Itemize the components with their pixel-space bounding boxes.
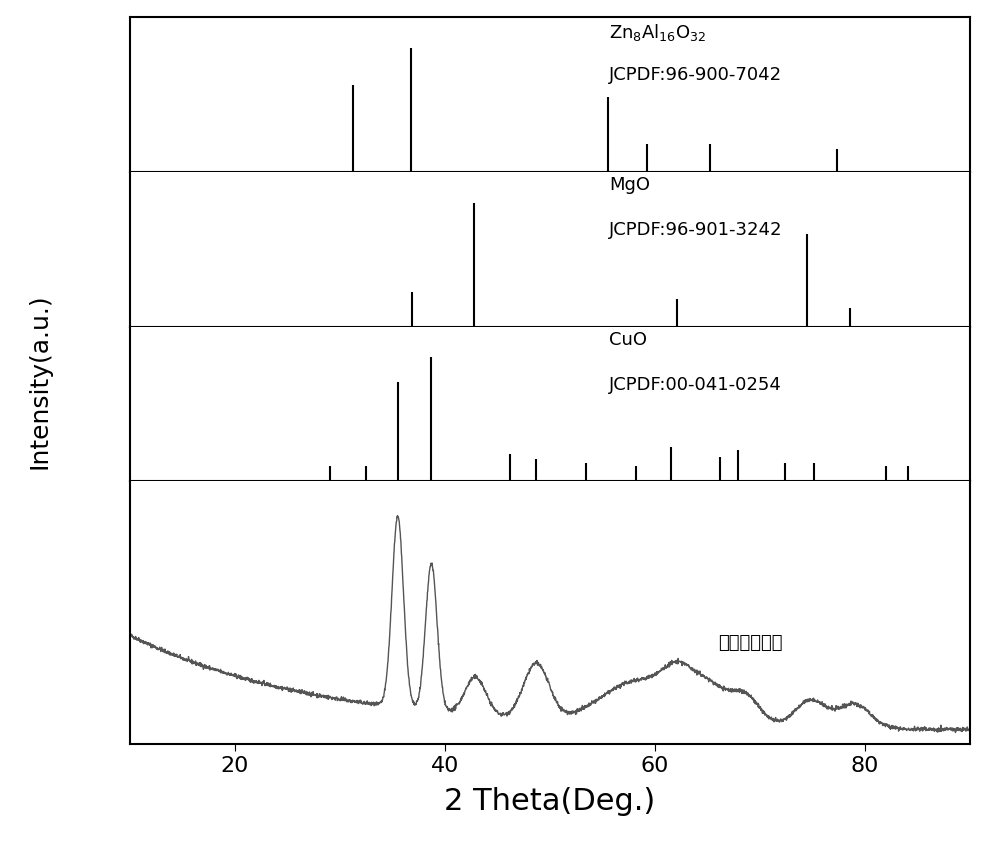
Text: MgO: MgO — [609, 176, 650, 195]
Text: 复合铜偓化剂: 复合铜偓化剂 — [718, 634, 782, 652]
Text: Zn$_8$Al$_{16}$O$_{32}$: Zn$_8$Al$_{16}$O$_{32}$ — [609, 21, 706, 42]
X-axis label: 2 Theta(Deg.): 2 Theta(Deg.) — [444, 788, 656, 816]
Text: JCPDF:96-901-3242: JCPDF:96-901-3242 — [609, 222, 782, 239]
Text: JCPDF:96-900-7042: JCPDF:96-900-7042 — [609, 67, 782, 85]
Text: Intensity(a.u.): Intensity(a.u.) — [28, 293, 52, 469]
Text: CuO: CuO — [609, 331, 647, 349]
Text: JCPDF:00-041-0254: JCPDF:00-041-0254 — [609, 376, 782, 394]
